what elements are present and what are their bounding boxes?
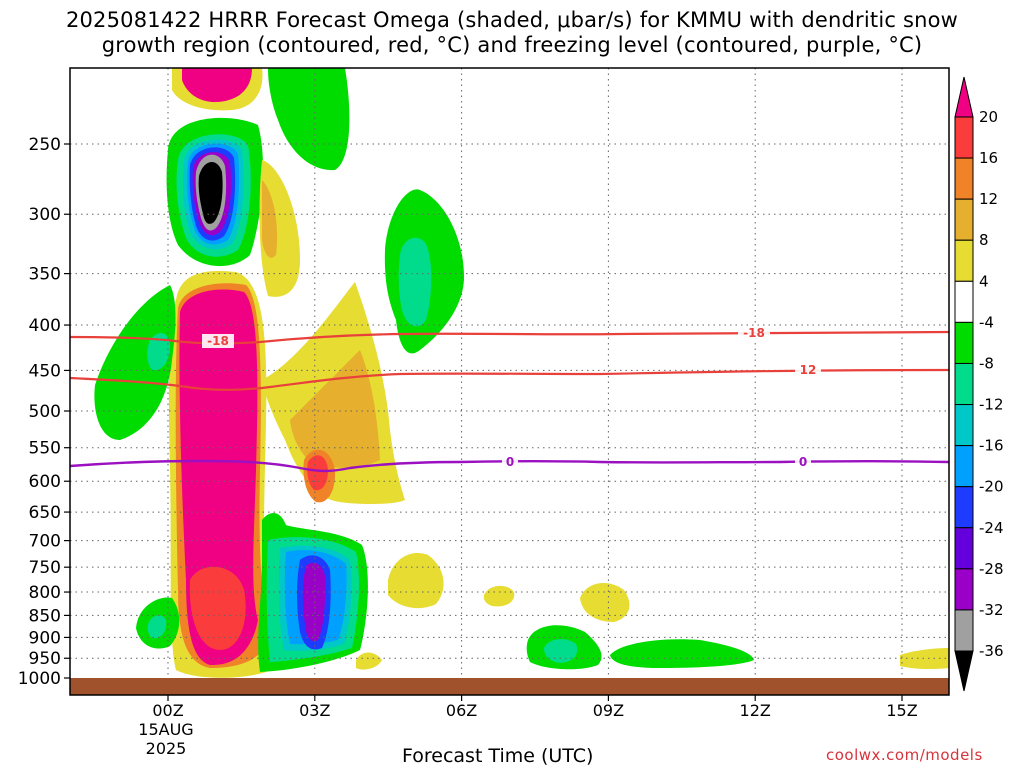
date-label-day: 15AUG [138, 720, 193, 739]
contour-label-12: 12 [795, 363, 821, 377]
colorbar-label: -12 [979, 396, 1004, 414]
omega-yellow-lower-3 [580, 583, 630, 622]
y-tick-label: 600 [29, 472, 61, 492]
contour-label-minus18-left: -18 [202, 334, 234, 348]
y-axis: 2503003504004505005506006507007508008509… [18, 135, 70, 689]
date-label-year: 2025 [146, 739, 187, 758]
y-tick-label: 350 [29, 265, 61, 285]
colorbar-label: -28 [979, 560, 1004, 578]
y-tick-label: 750 [29, 558, 61, 578]
contour-dsgz-bottom [70, 368, 949, 391]
y-tick-label: 800 [29, 583, 61, 603]
y-tick-label: 400 [29, 316, 61, 336]
y-tick-label: 950 [29, 649, 61, 669]
colorbar-label: -32 [979, 601, 1004, 619]
contour-freezing-level [70, 459, 949, 473]
y-tick-label: 700 [29, 532, 61, 552]
omega-green-lower-right-2 [610, 639, 754, 668]
contour-dsgz-top [70, 330, 949, 345]
y-tick-label: 650 [29, 503, 61, 523]
credit-link[interactable]: coolwx.com/models [826, 746, 983, 764]
colorbar-label: -8 [979, 354, 994, 372]
svg-text:0: 0 [799, 455, 807, 469]
omega-shaded-field [94, 68, 949, 678]
colorbar-arrow-top [954, 76, 974, 118]
omega-yellow-right-edge [900, 648, 949, 670]
colorbar-label: 4 [979, 272, 989, 290]
omega-teal-diagonal [147, 333, 170, 371]
x-tick-label: 06Z [446, 701, 477, 720]
chart-title-line-2: growth region (contoured, red, °C) and f… [101, 33, 923, 57]
omega-yellow-small [356, 652, 382, 670]
x-axis: 00Z 03Z 06Z 09Z 12Z 15Z [152, 695, 918, 720]
colorbar-box [954, 486, 974, 529]
colorbar-label: 12 [979, 190, 998, 208]
omega-black-core [198, 161, 223, 224]
ground-surface [70, 678, 949, 695]
x-tick-label: 12Z [740, 701, 771, 720]
colorbar-label: 20 [979, 108, 998, 126]
contour-label-0-left: 0 [502, 455, 518, 469]
svg-text:-18: -18 [207, 334, 229, 348]
chart-title-line-1: 2025081422 HRRR Forecast Omega (shaded, … [65, 8, 959, 32]
colorbar-box [954, 280, 974, 323]
svg-text:-18: -18 [743, 326, 765, 340]
colorbar-box [954, 321, 974, 364]
svg-text:0: 0 [506, 455, 514, 469]
omega-green-upper-right [268, 68, 350, 171]
omega-teal-lower-right-1 [544, 639, 578, 663]
colorbar-label: 16 [979, 149, 998, 167]
x-tick-label: 09Z [593, 701, 624, 720]
colorbar-box [954, 157, 974, 200]
colorbar-box [954, 568, 974, 611]
colorbar-box [954, 609, 974, 652]
omega-magenta-top [182, 68, 252, 103]
colorbar-box [954, 445, 974, 488]
colorbar-label: -36 [979, 642, 1004, 660]
y-tick-label: 450 [29, 361, 61, 381]
contours: -18 -18 12 0 0 [70, 326, 949, 473]
omega-teal-mid-right [398, 237, 432, 327]
omega-orange-right-upper [262, 180, 278, 258]
colorbar: 20 16 12 8 4 -4 -8 -12 -16 -20 -24 -28 -32 -36 [954, 76, 1004, 692]
colorbar-label: -4 [979, 313, 994, 331]
x-tick-label: 15Z [886, 701, 917, 720]
x-tick-label: 03Z [299, 701, 330, 720]
omega-yellow-lower [388, 552, 444, 609]
y-tick-label: 550 [29, 439, 61, 459]
colorbar-label: 8 [979, 231, 989, 249]
x-axis-label: Forecast Time (UTC) [402, 745, 594, 767]
contour-label-minus18-right: -18 [738, 326, 770, 340]
y-tick-label: 250 [29, 135, 61, 155]
colorbar-label: -20 [979, 478, 1004, 496]
omega-purple-lower-mid [302, 562, 326, 642]
y-tick-label: 500 [29, 402, 61, 422]
x-tick-label: 00Z [152, 701, 183, 720]
omega-lightorange-plume [290, 350, 380, 468]
omega-yellow-lower-2 [483, 585, 515, 607]
colorbar-box [954, 239, 974, 282]
omega-teal-lower-left [147, 615, 167, 639]
plot-frame [69, 67, 950, 696]
colorbar-label: -24 [979, 519, 1004, 537]
chart-title: 2025081422 HRRR Forecast Omega (shaded, … [0, 8, 1024, 58]
y-tick-label: 1000 [18, 669, 61, 689]
y-tick-label: 900 [29, 628, 61, 648]
colorbar-label: -16 [979, 437, 1004, 455]
colorbar-box [954, 362, 974, 406]
y-tick-label: 850 [29, 606, 61, 626]
omega-red-band [189, 566, 246, 650]
colorbar-box [954, 404, 974, 447]
colorbar-box [954, 527, 974, 570]
colorbar-arrow-bottom [954, 650, 974, 692]
y-tick-label: 300 [29, 205, 61, 225]
svg-text:12: 12 [800, 363, 817, 377]
colorbar-box [954, 116, 974, 159]
colorbar-box [954, 198, 974, 241]
omega-green-diagonal [94, 285, 176, 440]
contour-label-0-right: 0 [795, 455, 811, 469]
